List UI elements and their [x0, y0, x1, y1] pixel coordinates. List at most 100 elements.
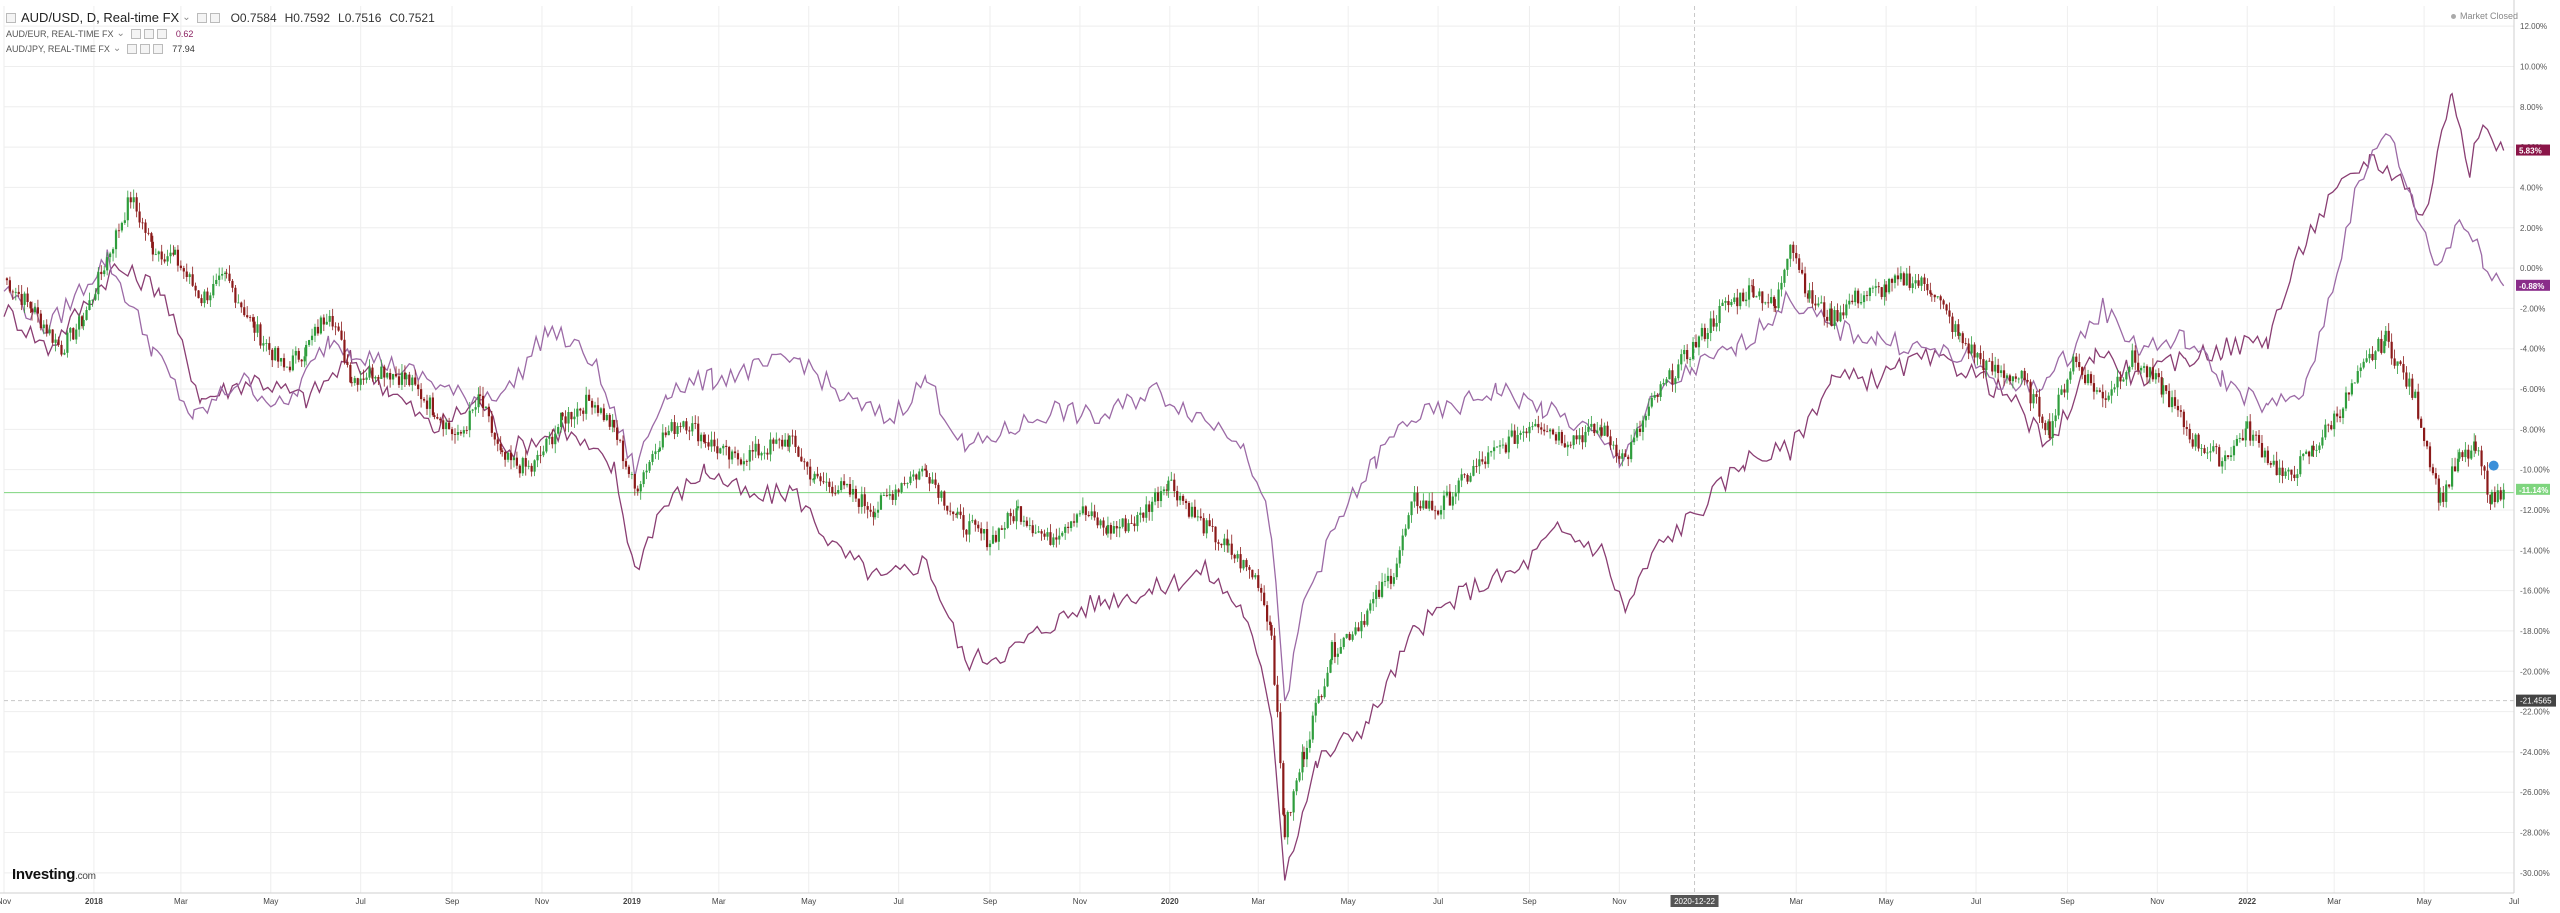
- candle-body: [1049, 532, 1052, 545]
- eye-icon[interactable]: [127, 43, 138, 54]
- candle-body: [530, 465, 533, 472]
- candle-body: [1712, 318, 1715, 327]
- chevron-down-icon[interactable]: ⌄: [116, 27, 125, 39]
- candle-body: [445, 422, 448, 430]
- candle-body: [624, 461, 628, 467]
- chevron-down-icon[interactable]: ⌄: [182, 12, 191, 23]
- candle-body: [837, 490, 840, 494]
- candle-body: [1551, 429, 1555, 435]
- candle-body: [2081, 367, 2084, 375]
- candle-body: [501, 450, 504, 453]
- candle-body: [1323, 686, 1326, 698]
- eye-icon[interactable]: [196, 13, 207, 23]
- candle-body: [2066, 379, 2069, 393]
- close-icon[interactable]: [156, 28, 167, 39]
- candle-body: [1279, 711, 1282, 764]
- candle-body: [840, 481, 843, 491]
- candle-body: [2480, 450, 2483, 467]
- candle-body: [249, 317, 252, 319]
- candle-body: [1034, 532, 1037, 534]
- candle-body: [1650, 397, 1653, 407]
- candle-body: [2069, 371, 2072, 380]
- candle-body: [20, 293, 23, 305]
- candle-body: [1736, 297, 1739, 307]
- market-status: Market Closed: [2450, 11, 2518, 21]
- eye-icon[interactable]: [130, 28, 141, 39]
- status-dot-icon: [2450, 14, 2456, 20]
- candle-body: [1997, 364, 2000, 374]
- chevron-down-icon[interactable]: ⌄: [112, 42, 122, 54]
- settings-icon[interactable]: [209, 13, 220, 23]
- candle-body: [1003, 527, 1006, 530]
- candle-body: [733, 451, 737, 454]
- candle-body: [2338, 416, 2342, 418]
- candle-body: [1836, 310, 1839, 322]
- candle-body: [1939, 296, 1942, 301]
- candle-body: [1985, 360, 1988, 371]
- candle-body: [1691, 341, 1695, 360]
- collapse-icon[interactable]: [6, 13, 16, 23]
- candle-body: [1257, 575, 1260, 588]
- candle-body: [521, 458, 524, 474]
- candle-body: [2035, 394, 2038, 397]
- candle-body: [2461, 452, 2464, 458]
- candle-body: [1548, 429, 1552, 432]
- candle-body: [2308, 451, 2311, 457]
- candle-body: [573, 416, 576, 420]
- settings-icon[interactable]: [143, 28, 154, 39]
- legend-main[interactable]: AUD/USD, D, Real-time FX ⌄ O0.7584 H0.75…: [6, 10, 435, 26]
- candle-body: [1487, 452, 1490, 465]
- candle-body: [1820, 302, 1823, 304]
- logo-text: Investing: [12, 866, 76, 883]
- candle-body: [1266, 605, 1269, 622]
- candle-body: [144, 222, 147, 233]
- candle-body: [1814, 303, 1817, 306]
- candle-body: [1976, 353, 1979, 358]
- candle-body: [633, 474, 636, 489]
- candle-body: [414, 377, 417, 385]
- settings-icon[interactable]: [140, 43, 151, 54]
- candle-body: [1389, 575, 1393, 584]
- candle-body: [2011, 376, 2014, 382]
- candle-body: [1929, 290, 1932, 294]
- legend-compare-aud-eur[interactable]: AUD/EUR, REAL-TIME FX ⌄ 0.62: [6, 26, 435, 41]
- candle-body: [1434, 510, 1437, 512]
- legend-compare-title[interactable]: AUD/EUR, REAL-TIME FX: [6, 28, 114, 39]
- candle-body: [176, 249, 180, 266]
- legend-main-title[interactable]: AUD/USD, D, Real-time FX: [21, 10, 180, 25]
- candle-body: [682, 421, 685, 427]
- candle-body: [2284, 471, 2287, 477]
- y-tick-label: -8.00%: [2520, 425, 2545, 434]
- candle-body: [1289, 811, 1292, 813]
- candle-body: [1043, 533, 1046, 537]
- candle-body: [212, 283, 215, 296]
- candle-body: [1773, 297, 1776, 307]
- candle-body: [1668, 370, 1671, 380]
- candle-body: [1885, 284, 1888, 293]
- candle-body: [931, 479, 934, 484]
- y-tick-label: -30.00%: [2520, 869, 2550, 878]
- candle-body: [1067, 526, 1070, 529]
- close-icon[interactable]: [153, 43, 164, 54]
- candle-body: [1817, 303, 1820, 306]
- candle-body: [1419, 506, 1422, 509]
- y-tick-label: -24.00%: [2520, 748, 2550, 757]
- candle-body: [246, 315, 249, 318]
- candle-body: [1612, 444, 1615, 446]
- candle-body: [1028, 525, 1031, 527]
- candle-body: [812, 479, 815, 481]
- candle-body: [346, 361, 349, 365]
- candle-body: [88, 300, 91, 310]
- candle-body: [2131, 350, 2134, 367]
- y-tick-label: 4.00%: [2520, 183, 2543, 192]
- legend-compare-title[interactable]: AUD/JPY, REAL-TIME FX: [6, 43, 110, 54]
- candle-body: [343, 339, 346, 362]
- candle-body: [1510, 430, 1513, 437]
- legend-compare-aud-jpy[interactable]: AUD/JPY, REAL-TIME FX ⌄ 77.94: [6, 41, 435, 56]
- candle-body: [685, 421, 688, 431]
- candle-body: [103, 270, 106, 275]
- candle-body: [29, 301, 32, 309]
- candle-body: [1786, 258, 1789, 270]
- candle-body: [2168, 390, 2171, 408]
